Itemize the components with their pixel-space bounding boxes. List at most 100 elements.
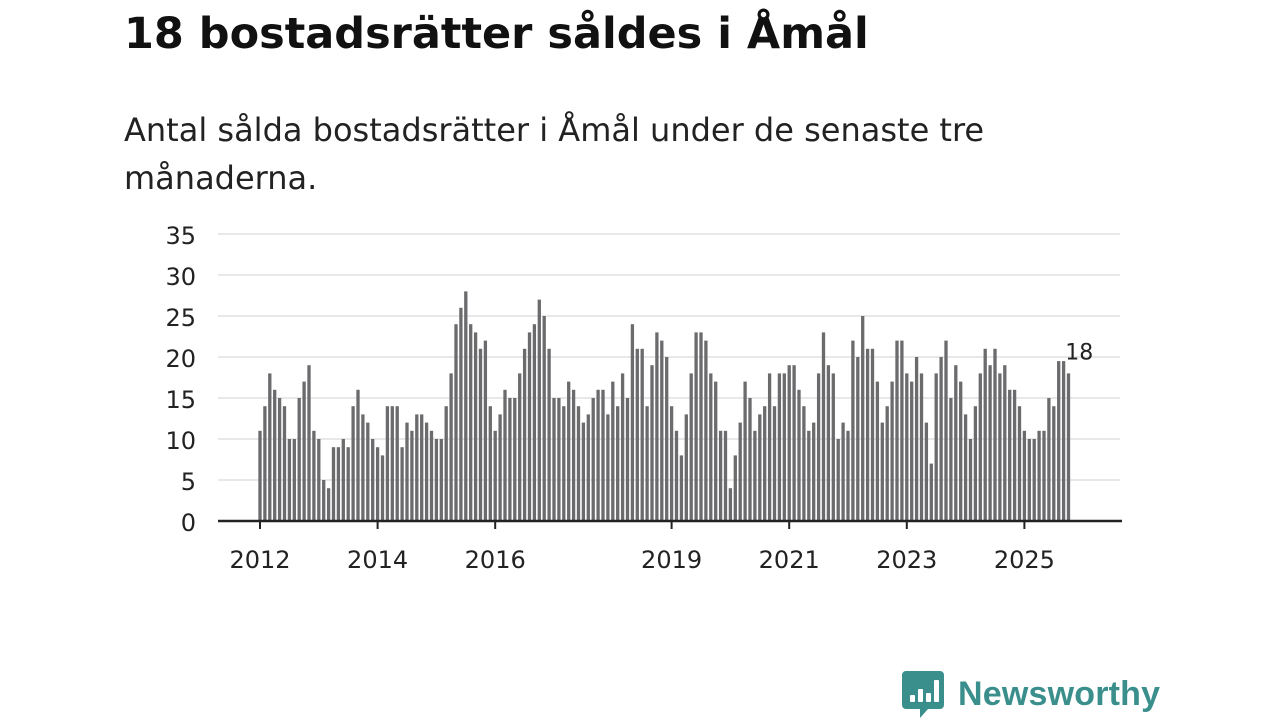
bar [895,340,899,521]
bar [562,406,566,521]
bar [326,488,331,521]
bar [910,381,914,521]
x-tick-label: 2016 [465,546,526,574]
bar [802,406,806,521]
y-tick-label: 25 [165,304,196,332]
bar [812,422,816,521]
bar [616,406,620,521]
bar [434,439,439,521]
bar [743,381,747,521]
bar [954,365,958,521]
bar [395,406,399,521]
bar [993,348,997,521]
bar [851,340,855,521]
bar [625,398,630,521]
bar [900,340,904,521]
bar [537,299,541,521]
bar [1061,361,1066,521]
bar [669,406,674,521]
y-tick-label: 20 [165,345,196,373]
x-tick-label: 2014 [347,546,408,574]
bar [302,381,306,521]
newsworthy-logo-text: Newsworthy [958,674,1161,713]
bar [415,414,419,521]
bar [287,439,292,521]
bar [273,389,277,521]
bar [836,439,840,521]
bar [944,340,948,521]
bar [978,373,982,521]
bar [420,414,424,521]
bar [919,373,924,521]
bar [880,422,884,521]
bar [478,348,483,521]
bar [797,389,801,521]
bar [522,348,527,521]
bar [1042,430,1046,521]
bar [782,373,786,521]
bar [728,488,733,521]
bar [331,447,336,521]
x-tick-label: 2021 [759,546,820,574]
bar [473,332,478,521]
bar [905,373,909,521]
bar [841,422,845,521]
bar [518,373,522,521]
bar [385,406,390,521]
bar [699,332,703,521]
bar [630,324,635,521]
bar [322,480,326,521]
bar [297,398,301,521]
bar [312,430,316,521]
bar [816,373,821,521]
bar [890,381,894,521]
bar [571,389,576,521]
bar [983,348,987,521]
bar [959,381,963,521]
bar [758,414,762,521]
bar [356,389,360,521]
bar [277,398,282,521]
bar [439,439,443,521]
bar [351,406,355,521]
bar [684,414,688,521]
bar [998,373,1002,521]
bar [679,455,684,521]
bar [317,439,321,521]
y-axis-labels: 0 5 10 15 20 25 30 35 [165,222,196,537]
newsworthy-logo: Newsworthy [902,668,1160,720]
bar [503,389,507,521]
newsworthy-logo-icon [902,671,944,718]
bar [459,307,463,521]
bar [934,373,938,521]
x-tick-label: 2012 [229,546,290,574]
bar [586,414,590,521]
annotations: 18 [1065,340,1093,365]
bar [748,398,752,521]
bar [1052,406,1056,521]
bar [449,373,453,521]
bar [635,348,639,521]
bar [282,406,287,521]
y-tick-label: 15 [165,386,196,414]
bar [380,455,385,521]
bar [777,373,782,521]
bar [968,439,973,521]
bar [821,332,826,521]
bar [826,365,831,521]
bar [870,348,875,521]
bar [307,365,311,521]
bar [831,373,835,521]
bar [542,316,546,521]
y-tick-label: 5 [181,468,196,496]
bar [532,324,537,521]
bar [861,316,865,521]
bar [341,439,345,521]
chart-subtitle: Antal sålda bostadsrätter i Åmål under d… [124,111,985,197]
bar [949,398,953,521]
bar [1012,389,1017,521]
bar [1057,361,1061,521]
bar [375,447,380,521]
bar [924,422,929,521]
